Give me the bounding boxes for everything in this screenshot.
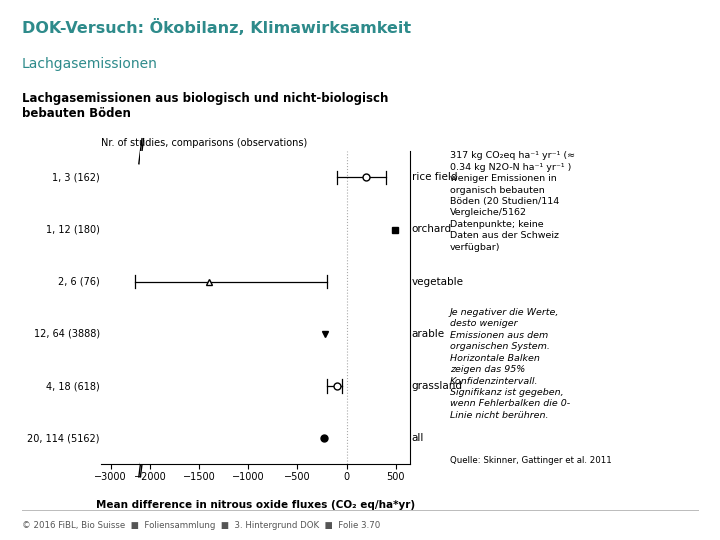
Text: arable: arable	[412, 329, 445, 339]
Text: Lachgasemissionen aus biologisch und nicht-biologisch
bebauten Böden: Lachgasemissionen aus biologisch und nic…	[22, 92, 388, 120]
Text: Quelle: Skinner, Gattinger et al. 2011: Quelle: Skinner, Gattinger et al. 2011	[450, 456, 612, 465]
Text: DOK-Versuch: Ökobilanz, Klimawirksamkeit: DOK-Versuch: Ökobilanz, Klimawirksamkeit	[22, 19, 410, 36]
Text: vegetable: vegetable	[412, 276, 464, 287]
Text: Lachgasemissionen: Lachgasemissionen	[22, 57, 158, 71]
Text: Je negativer die Werte,
desto weniger
Emissionen aus dem
organischen System.
Hor: Je negativer die Werte, desto weniger Em…	[450, 308, 570, 420]
Text: Mean difference in nitrous oxide fluxes (CO₂ eq/ha*yr): Mean difference in nitrous oxide fluxes …	[96, 500, 415, 510]
Text: 12, 64 (3888): 12, 64 (3888)	[34, 329, 100, 339]
Text: Nr. of studies, comparisons (observations): Nr. of studies, comparisons (observation…	[101, 138, 307, 149]
Text: 2, 6 (76): 2, 6 (76)	[58, 276, 100, 287]
Text: 317 kg CO₂eq ha⁻¹ yr⁻¹ (≈
0.34 kg N2O-N ha⁻¹ yr⁻¹ )
weniger Emissionen in
organi: 317 kg CO₂eq ha⁻¹ yr⁻¹ (≈ 0.34 kg N2O-N …	[450, 151, 575, 252]
Text: grassland: grassland	[412, 381, 462, 391]
Text: 1, 3 (162): 1, 3 (162)	[52, 172, 100, 183]
Text: rice field: rice field	[412, 172, 457, 183]
Text: orchard: orchard	[412, 225, 451, 234]
Text: © 2016 FiBL, Bio Suisse  ■  Foliensammlung  ■  3. Hintergrund DOK  ■  Folie 3.70: © 2016 FiBL, Bio Suisse ■ Foliensammlung…	[22, 521, 380, 530]
Text: 1, 12 (180): 1, 12 (180)	[46, 225, 100, 234]
Text: 4, 18 (618): 4, 18 (618)	[46, 381, 100, 391]
Text: all: all	[412, 433, 424, 443]
Text: 20, 114 (5162): 20, 114 (5162)	[27, 433, 100, 443]
